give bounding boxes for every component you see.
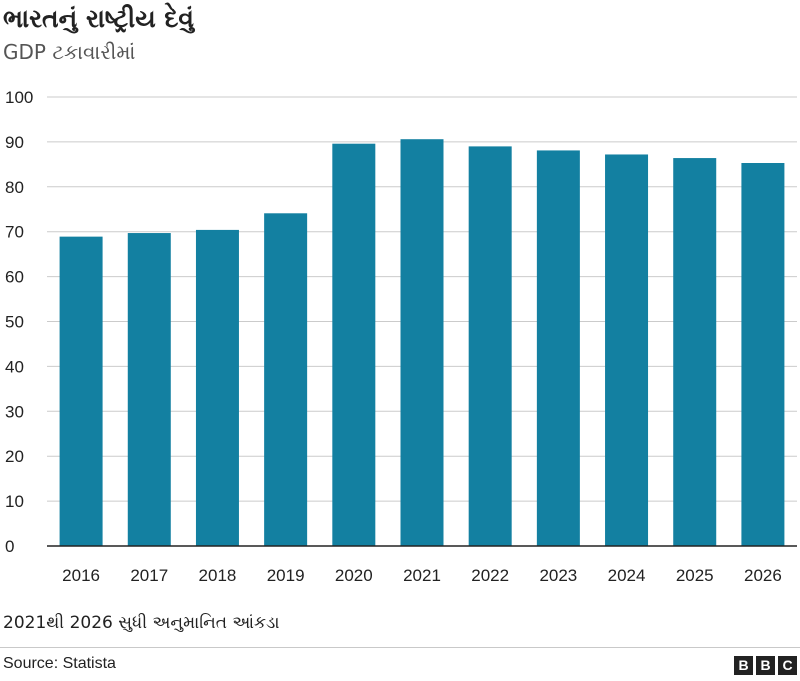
x-tick-label: 2017 (130, 566, 168, 585)
y-tick-label: 80 (5, 178, 24, 197)
x-tick-label: 2025 (676, 566, 714, 585)
x-tick-label: 2023 (539, 566, 577, 585)
chart-title: ભારતનું રાષ્ટ્રીય દેવું (3, 4, 194, 33)
bbc-logo-block: B (756, 656, 775, 675)
y-tick-label: 60 (5, 268, 24, 287)
source-credit: Source: Statista (3, 655, 116, 672)
x-tick-label: 2018 (199, 566, 237, 585)
bar-chart: 0 10 20 30 40 50 60 70 80 90 100 2016 2017 2018 2019 20… (5, 88, 797, 585)
x-tick-label: 2021 (403, 566, 441, 585)
bbc-logo-block: C (778, 656, 797, 675)
y-tick-label: 50 (5, 313, 24, 332)
bar (536, 150, 580, 546)
y-tick-label: 100 (5, 88, 33, 107)
bar (605, 154, 649, 547)
footer-divider (0, 647, 800, 648)
projection-note: 2021થી 2026 સુધી અનુમાનિત આંકડા (3, 613, 280, 633)
y-tick-label: 90 (5, 133, 24, 152)
x-tick-label: 2024 (608, 566, 646, 585)
bar (264, 213, 308, 546)
bar (741, 163, 785, 546)
y-tick-label: 30 (5, 402, 24, 421)
bar (673, 158, 717, 546)
y-tick-label: 10 (5, 492, 24, 511)
bar (59, 236, 103, 547)
y-tick-label: 20 (5, 447, 24, 466)
bbc-logo: B B C (734, 656, 797, 675)
y-tick-label: 70 (5, 223, 24, 242)
bar (127, 233, 171, 546)
x-tick-label: 2016 (62, 566, 100, 585)
chart-subtitle: GDP ટકાવારીમાં (3, 40, 136, 64)
bar (332, 143, 376, 547)
x-tick-label: 2022 (471, 566, 509, 585)
y-tick-label: 40 (5, 357, 24, 376)
bar (195, 229, 239, 547)
x-tick-label: 2026 (744, 566, 782, 585)
bar (400, 139, 444, 546)
x-tick-label: 2020 (335, 566, 373, 585)
x-tick-label: 2019 (267, 566, 305, 585)
y-tick-label: 0 (5, 537, 14, 556)
bbc-logo-block: B (734, 656, 753, 675)
bar (468, 146, 512, 546)
